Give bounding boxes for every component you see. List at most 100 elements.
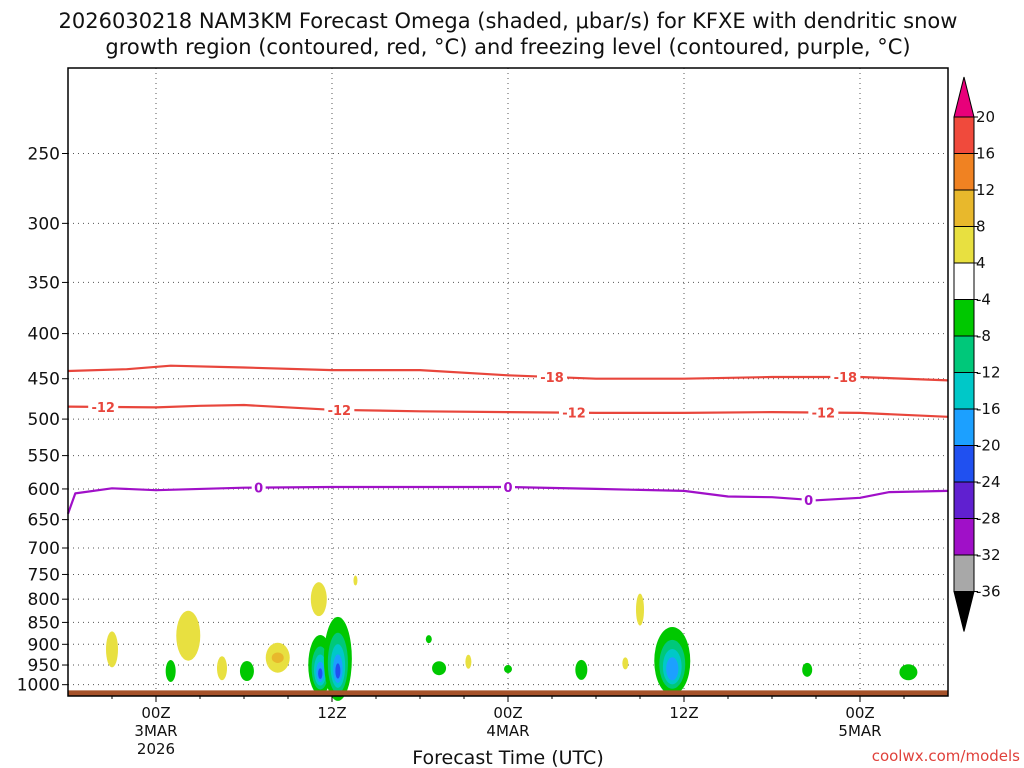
omega-blob-layer [425, 635, 432, 644]
y-tick-label: 900 [28, 635, 60, 655]
plot-area: -18 -18 -12 -12 -12 -12 0 0 0 [66, 67, 949, 701]
y-tick-label: 950 [28, 656, 60, 676]
colorbar-segment [953, 518, 975, 556]
contour-label-background [537, 369, 567, 386]
chart-title-line-1: 2026030218 NAM3KM Forecast Omega (shaded… [59, 9, 958, 33]
credit-text: coolwx.com/models [872, 747, 1020, 765]
omega-blob [636, 593, 644, 626]
colorbar-segment [953, 445, 975, 483]
chart-title-line-2: growth region (contoured, red, °C) and f… [105, 35, 910, 59]
omega-blob-layer [353, 575, 358, 586]
colorbar-label: -4 [976, 291, 991, 309]
colorbar-segment [953, 153, 975, 191]
omega-blob [425, 635, 432, 644]
y-tick-label: 800 [28, 590, 60, 610]
colorbar-label: -20 [976, 437, 1001, 455]
y-tick-label: 550 [28, 447, 60, 467]
y-tick-label: 500 [28, 410, 60, 430]
contour-label-background [501, 479, 515, 496]
omega-blob-layer [636, 593, 644, 626]
omega-blob [310, 582, 327, 617]
omega-blob-layer [239, 661, 254, 682]
colorbar-label: -32 [976, 546, 1001, 564]
x-tick-label: 00Z [493, 704, 522, 722]
colorbar-label: 12 [976, 181, 995, 199]
y-tick-label: 350 [28, 273, 60, 293]
colorbar-bottom-arrow [953, 591, 975, 632]
colorbar-label: -12 [976, 364, 1001, 382]
colorbar-segment [953, 408, 975, 446]
y-tick-label: 700 [28, 539, 60, 559]
colorbar-segment [953, 335, 975, 373]
colorbar-segment [953, 299, 975, 337]
contour-label: 0 [804, 494, 813, 509]
contour-label: -12 [562, 407, 586, 422]
x-tick-label: 12Z [317, 704, 346, 722]
colorbar-label: 16 [976, 145, 995, 163]
omega-blob [217, 656, 227, 681]
x-axis-label: Forecast Time (UTC) [412, 747, 603, 768]
y-tick-label: 250 [28, 144, 60, 164]
y-tick-label: 750 [28, 565, 60, 585]
y-tick-label: 850 [28, 613, 60, 633]
omega-blob-layer [666, 657, 679, 681]
contour-label: -18 [540, 371, 564, 386]
contour-label: 0 [254, 482, 263, 497]
colorbar-label: 20 [976, 108, 995, 126]
contour-label-background [801, 491, 816, 508]
colorbar-label: -8 [976, 327, 991, 345]
omega-blob-layer [217, 656, 227, 681]
colorbar-segment [953, 481, 975, 519]
y-tick-label: 300 [28, 214, 60, 234]
colorbar-segment [953, 116, 975, 154]
contour-label-background [830, 369, 861, 386]
omega-blob-layer [575, 659, 588, 680]
colorbar-segment [953, 189, 975, 227]
omega-blob-layer [271, 652, 284, 663]
contour-label-background [88, 398, 119, 415]
contour-label-background [559, 404, 589, 421]
colorbar-segment [953, 262, 975, 300]
contour-line [66, 485, 949, 515]
omega-blob-layer [802, 662, 813, 677]
omega-blob-layer [899, 664, 918, 681]
omega-blob [432, 661, 447, 676]
contour-label: -12 [328, 404, 352, 419]
contour-label: -12 [812, 407, 836, 422]
x-tick-year-label: 2026 [137, 740, 175, 758]
omega-blob-layer [176, 610, 201, 661]
temperature-contours: -18 -18 -12 -12 -12 -12 0 0 0 [66, 364, 949, 515]
colorbar: 20 16 12 8 4 -4 -8 -12 -16 -20 -24 -28 -32 -36 [953, 76, 1001, 632]
colorbar-label: -24 [976, 473, 1001, 491]
omega-blob-layer [310, 582, 327, 617]
omega-blob [622, 657, 629, 670]
x-tick-date-label: 3MAR [134, 722, 177, 740]
colorbar-segment [953, 372, 975, 410]
x-tick-label: 00Z [141, 704, 170, 722]
omega-blob-layer [335, 663, 341, 679]
y-tick-label: 1000 [17, 676, 60, 696]
contour-label: -12 [91, 401, 115, 416]
y-axis: 2503003504004505005506006507007508008509… [17, 144, 68, 696]
y-tick-label: 650 [28, 511, 60, 531]
colorbar-label: 8 [976, 218, 986, 236]
plot-background [68, 68, 948, 696]
x-tick-date-label: 4MAR [486, 722, 529, 740]
ground-layer [68, 690, 948, 696]
omega-blob-layer [318, 668, 323, 680]
omega-blob-layer [465, 654, 472, 669]
omega-blob [106, 631, 118, 668]
colorbar-label: -36 [976, 583, 1001, 601]
contour-line [67, 364, 949, 382]
omega-blob [802, 662, 813, 677]
omega-blob-layer [106, 631, 118, 668]
omega-blob [899, 664, 918, 681]
contour-label-background [324, 401, 355, 418]
omega-blob [176, 610, 201, 661]
omega-blob [239, 661, 254, 682]
contour-label-background [808, 404, 839, 421]
omega-blob [353, 575, 358, 586]
omega-blob-layer [432, 661, 447, 676]
omega-blob [575, 659, 588, 680]
